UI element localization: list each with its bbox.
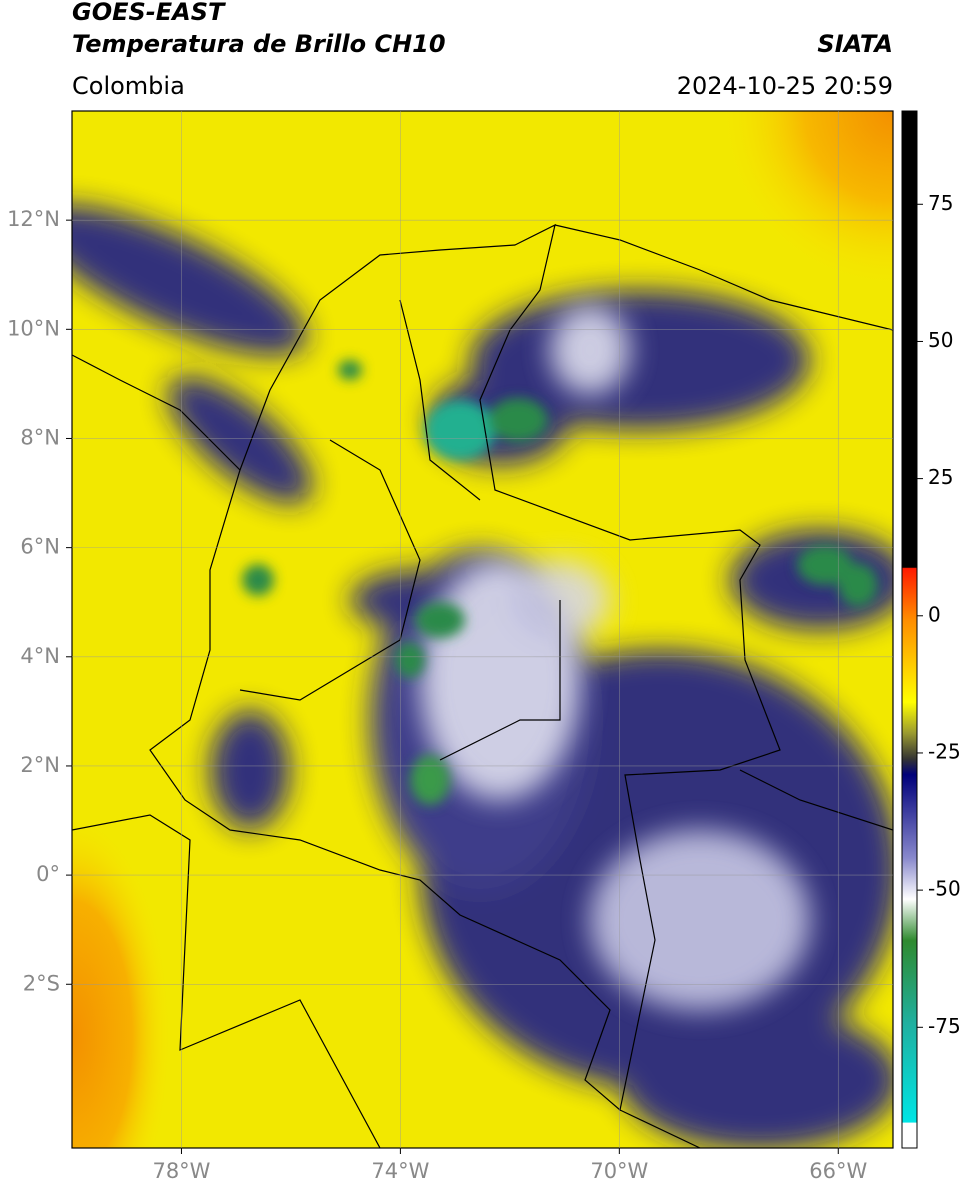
satellite-image bbox=[72, 111, 893, 1148]
lat-tick-label: 2°N bbox=[20, 753, 60, 777]
colorbar-tick-label: -75 bbox=[928, 1014, 961, 1038]
lat-tick-label: 4°N bbox=[20, 644, 60, 668]
datetime: 2024-10-25 20:59 bbox=[677, 72, 893, 100]
colorbar-tick-label: -25 bbox=[928, 739, 961, 763]
graticule bbox=[72, 111, 893, 1148]
map-frame bbox=[71, 110, 894, 1149]
lat-tick-label: 12°N bbox=[7, 207, 60, 231]
lon-tick-label: 70°W bbox=[590, 1159, 648, 1183]
lon-tick-label: 78°W bbox=[152, 1159, 210, 1183]
lat-tick-label: 8°N bbox=[20, 425, 60, 449]
lat-tick-label: 0° bbox=[36, 862, 60, 886]
colorbar-tick-label: 25 bbox=[928, 465, 953, 489]
colorbar-tick-label: 0 bbox=[928, 602, 941, 626]
title: GOES-EAST bbox=[72, 0, 226, 26]
lat-tick-label: 2°S bbox=[23, 971, 60, 995]
colorbar-tick-label: -50 bbox=[928, 877, 961, 901]
lon-tick-label: 74°W bbox=[371, 1159, 429, 1183]
lat-tick-label: 10°N bbox=[7, 316, 60, 340]
source: SIATA bbox=[817, 30, 893, 58]
region: Colombia bbox=[72, 72, 185, 100]
subtitle: Temperatura de Brillo CH10 bbox=[72, 30, 446, 58]
colorbar-tick-label: 75 bbox=[928, 191, 953, 215]
borders bbox=[72, 223, 893, 1148]
colorbar bbox=[901, 110, 918, 1149]
colorbar-tick-label: 50 bbox=[928, 328, 953, 352]
lon-tick-label: 66°W bbox=[809, 1159, 867, 1183]
lat-tick-label: 6°N bbox=[20, 535, 60, 559]
